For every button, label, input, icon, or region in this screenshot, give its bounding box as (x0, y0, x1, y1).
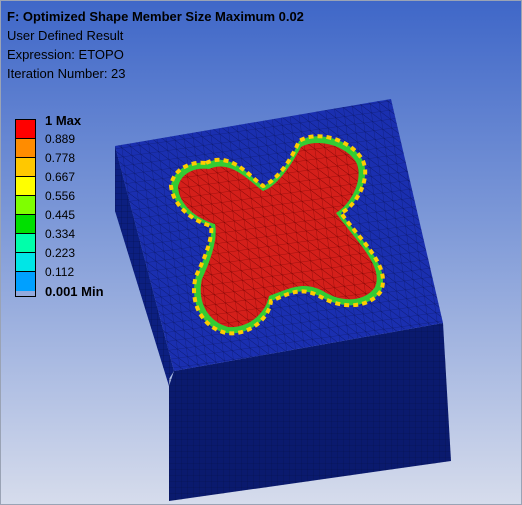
result-expression: Expression: ETOPO (7, 47, 124, 62)
result-type: User Defined Result (7, 28, 124, 43)
result-title: F: Optimized Shape Member Size Maximum 0… (7, 9, 304, 24)
legend-swatch (16, 272, 35, 291)
iteration-number: Iteration Number: 23 (7, 66, 126, 81)
legend-swatch (16, 177, 35, 196)
legend-label: 0.667 (45, 170, 76, 184)
legend-swatch (16, 215, 35, 234)
legend-label: 0.112 (45, 265, 75, 279)
legend-label: 1 Max (45, 113, 82, 128)
legend-label: 0.445 (45, 208, 76, 222)
optimized-shape-mesh (178, 143, 377, 328)
block-front-face-grid (169, 323, 451, 501)
legend-swatch (16, 120, 35, 139)
legend-label: 0.223 (45, 246, 76, 260)
block-left-face-grid (115, 146, 174, 386)
legend-label: 0.778 (45, 151, 76, 165)
result-info: F: Optimized Shape Member Size Maximum 0… (7, 7, 304, 83)
legend-label: 0.889 (45, 132, 76, 146)
legend-label: 0.556 (45, 189, 76, 203)
legend-swatch (16, 253, 35, 272)
legend-swatch (16, 158, 35, 177)
legend-label: 0.334 (45, 227, 76, 241)
legend-color-bar (15, 119, 36, 297)
legend-label: 0.001 Min (45, 284, 104, 299)
legend-swatch (16, 234, 35, 253)
legend-swatch (16, 196, 35, 215)
color-legend: 1 Max 0.889 0.778 0.667 0.556 0.445 0.334 0.223… (15, 113, 135, 309)
legend-swatch (16, 139, 35, 158)
